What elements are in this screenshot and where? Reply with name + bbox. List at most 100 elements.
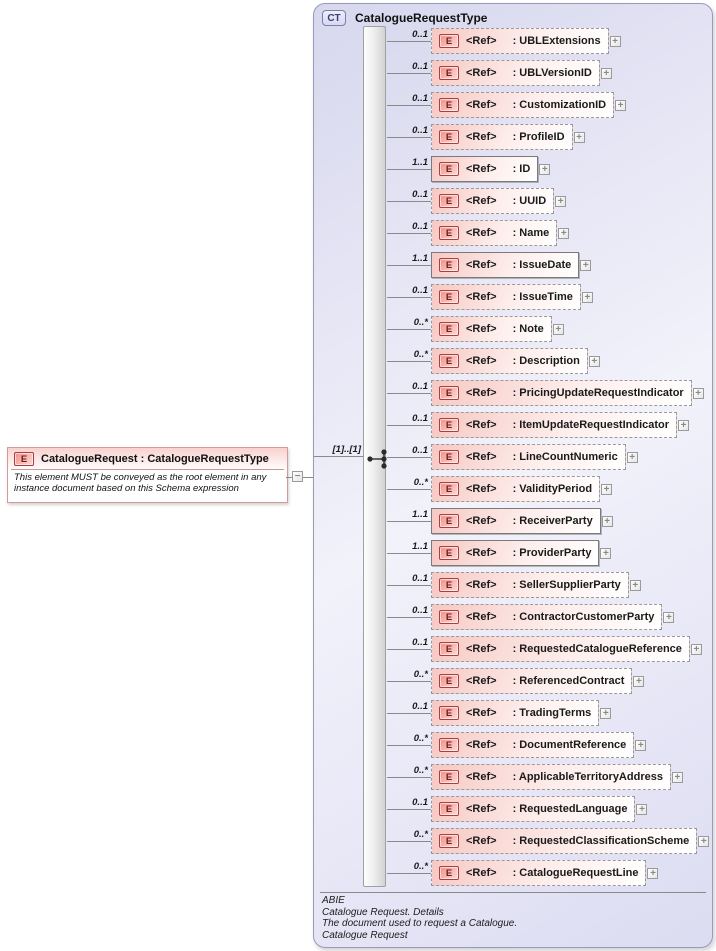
element-name-label: : ItemUpdateRequestIndicator [512, 419, 670, 431]
expand-icon[interactable]: + [580, 259, 592, 271]
divider [11, 469, 284, 470]
expand-icon[interactable]: + [609, 35, 621, 47]
element-box-ReferencedContract[interactable]: E <Ref>: ReferencedContract [431, 668, 633, 694]
connector-line [387, 680, 431, 682]
expand-icon[interactable]: + [555, 195, 567, 207]
complextype-container: CT CatalogueRequestType [1]..[1] 0..1 E <R… [313, 3, 713, 948]
expand-icon[interactable]: + [626, 451, 638, 463]
complextype-badge-icon: CT [322, 10, 346, 26]
element-badge-icon: E [439, 834, 459, 848]
expand-icon[interactable]: + [539, 163, 551, 175]
element-box-Note[interactable]: E <Ref>: Note [431, 316, 552, 342]
expand-icon[interactable]: + [692, 387, 704, 399]
cardinality-label: 0..1 [412, 61, 428, 72]
expand-icon[interactable]: + [600, 707, 612, 719]
collapse-icon[interactable]: − [292, 471, 303, 482]
element-box-PricingUpdateRequestIndicator[interactable]: E <Ref>: PricingUpdateRequestIndicator [431, 380, 692, 406]
element-box-RequestedClassificationScheme[interactable]: E <Ref>: RequestedClassificationScheme [431, 828, 698, 854]
expand-icon[interactable]: + [558, 227, 570, 239]
element-badge-icon: E [439, 162, 459, 176]
element-box-IssueDate[interactable]: E <Ref>: IssueDate [431, 252, 580, 278]
expand-icon[interactable]: + [588, 355, 600, 367]
expand-icon[interactable]: + [600, 67, 612, 79]
element-row: 0..1 E <Ref>: RequestedCatalogueReference + [387, 636, 702, 662]
element-box-ReceiverParty[interactable]: E <Ref>: ReceiverParty [431, 508, 601, 534]
expand-icon[interactable]: + [671, 771, 683, 783]
element-box-SellerSupplierParty[interactable]: E <Ref>: SellerSupplierParty [431, 572, 629, 598]
element-box-ValidityPeriod[interactable]: E <Ref>: ValidityPeriod [431, 476, 601, 502]
root-element-box[interactable]: E CatalogueRequest : CatalogueRequestTyp… [7, 447, 288, 503]
element-box-ContractorCustomerParty[interactable]: E <Ref>: ContractorCustomerParty [431, 604, 663, 630]
ref-label: <Ref> [466, 323, 497, 335]
ref-label: <Ref> [466, 643, 497, 655]
element-box-ItemUpdateRequestIndicator[interactable]: E <Ref>: ItemUpdateRequestIndicator [431, 412, 678, 438]
element-row: 0..1 E <Ref>: UBLVersionID + [387, 60, 612, 86]
expand-icon[interactable]: + [663, 611, 675, 623]
expand-icon[interactable]: + [636, 803, 648, 815]
expand-icon[interactable]: + [601, 515, 613, 527]
element-row: 0..* E <Ref>: DocumentReference + [387, 732, 647, 758]
group-connector-line [314, 456, 365, 457]
element-row: 0..1 E <Ref>: Name + [387, 220, 570, 246]
element-name-label: : CustomizationID [512, 99, 607, 111]
element-box-ProviderParty[interactable]: E <Ref>: ProviderParty [431, 540, 600, 566]
element-box-RequestedCatalogueReference[interactable]: E <Ref>: RequestedCatalogueReference [431, 636, 690, 662]
element-badge-icon: E [439, 706, 459, 720]
element-box-UUID[interactable]: E <Ref>: UUID [431, 188, 555, 214]
sequence-bar [363, 26, 386, 887]
element-name-label: : ProfileID [512, 131, 565, 143]
expand-icon[interactable]: + [629, 579, 641, 591]
expand-icon[interactable]: + [647, 867, 659, 879]
element-box-TradingTerms[interactable]: E <Ref>: TradingTerms [431, 700, 600, 726]
ref-label: <Ref> [466, 387, 497, 399]
element-box-RequestedLanguage[interactable]: E <Ref>: RequestedLanguage [431, 796, 636, 822]
connector-line [387, 456, 431, 458]
element-box-CatalogueRequestLine[interactable]: E <Ref>: CatalogueRequestLine [431, 860, 647, 886]
element-name-label: : ValidityPeriod [512, 483, 593, 495]
expand-icon[interactable]: + [600, 547, 612, 559]
element-row: 0..1 E <Ref>: CustomizationID + [387, 92, 627, 118]
footer-line: The document used to request a Catalogue… [322, 918, 518, 929]
element-box-Description[interactable]: E <Ref>: Description [431, 348, 588, 374]
expand-icon[interactable]: + [690, 643, 702, 655]
element-badge-icon: E [439, 34, 459, 48]
expand-icon[interactable]: + [615, 99, 627, 111]
element-badge-icon: E [439, 770, 459, 784]
element-box-UBLExtensions[interactable]: E <Ref>: UBLExtensions [431, 28, 609, 54]
element-name-label: : DocumentReference [512, 739, 627, 751]
cardinality-label: 0..* [413, 669, 428, 680]
expand-icon[interactable]: + [601, 483, 613, 495]
expand-icon[interactable]: + [633, 675, 645, 687]
cardinality-label: 0..1 [412, 445, 428, 456]
element-row: 1..1 E <Ref>: IssueDate + [387, 252, 592, 278]
expand-icon[interactable]: + [635, 739, 647, 751]
element-box-DocumentReference[interactable]: E <Ref>: DocumentReference [431, 732, 635, 758]
element-box-ProfileID[interactable]: E <Ref>: ProfileID [431, 124, 573, 150]
element-box-IssueTime[interactable]: E <Ref>: IssueTime [431, 284, 581, 310]
cardinality-label: 0..1 [412, 29, 428, 40]
element-row: 0..1 E <Ref>: LineCountNumeric + [387, 444, 638, 470]
element-badge-icon: E [439, 578, 459, 592]
element-box-Name[interactable]: E <Ref>: Name [431, 220, 558, 246]
cardinality-label: 0..* [413, 477, 428, 488]
expand-icon[interactable]: + [698, 835, 710, 847]
element-box-ApplicableTerritoryAddress[interactable]: E <Ref>: ApplicableTerritoryAddress [431, 764, 671, 790]
element-badge-icon: E [439, 354, 459, 368]
element-box-CustomizationID[interactable]: E <Ref>: CustomizationID [431, 92, 615, 118]
expand-icon[interactable]: + [581, 291, 593, 303]
cardinality-label: 0..1 [412, 413, 428, 424]
element-box-ID[interactable]: E <Ref>: ID [431, 156, 539, 182]
element-name-label: : ReceiverParty [512, 515, 593, 527]
element-row: 0..1 E <Ref>: ItemUpdateRequestIndicator + [387, 412, 690, 438]
element-badge-icon: E [439, 450, 459, 464]
complextype-footer: ABIE Catalogue Request. Details The docu… [320, 892, 706, 941]
element-box-LineCountNumeric[interactable]: E <Ref>: LineCountNumeric [431, 444, 626, 470]
expand-icon[interactable]: + [678, 419, 690, 431]
element-badge-icon: E [439, 66, 459, 80]
expand-icon[interactable]: + [573, 131, 585, 143]
ref-label: <Ref> [466, 739, 497, 751]
expand-icon[interactable]: + [552, 323, 564, 335]
element-box-UBLVersionID[interactable]: E <Ref>: UBLVersionID [431, 60, 600, 86]
element-badge-icon: E [439, 258, 459, 272]
element-badge-icon: E [439, 226, 459, 240]
